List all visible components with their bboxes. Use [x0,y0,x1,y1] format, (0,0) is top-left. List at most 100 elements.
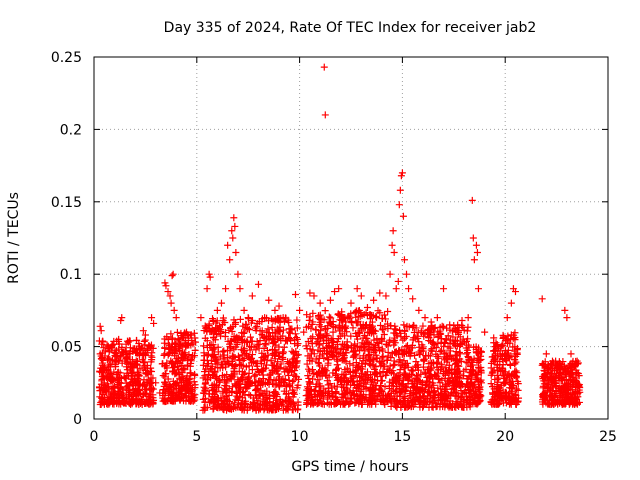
data-point [209,317,217,325]
data-point [226,256,234,264]
data-point [99,338,107,346]
data-point [539,375,547,383]
data-point [217,332,225,340]
data-point [398,169,406,177]
data-point [114,390,122,398]
y-tick-label: 0.2 [60,122,82,138]
data-point [507,361,515,369]
data-point [324,359,332,367]
y-tick-label: 0.1 [60,267,82,283]
data-point [415,338,423,346]
data-point [513,349,521,357]
data-point [141,341,149,349]
data-point [175,394,183,402]
data-point [123,366,131,374]
data-point [370,344,378,352]
data-point [575,386,583,394]
data-point [438,322,446,330]
data-point [386,362,394,370]
data-point [370,345,378,353]
data-point [572,366,580,374]
data-point [362,384,370,392]
data-point [368,384,376,392]
data-point [143,395,151,403]
data-point [180,383,188,391]
data-point [352,350,360,358]
data-point [446,347,454,355]
data-point [469,366,477,374]
data-point [434,340,442,348]
data-point [452,400,460,408]
data-point [185,379,193,387]
data-point [507,381,515,389]
data-point [284,360,292,368]
data-point [433,353,441,361]
data-point [350,391,358,399]
data-point [245,391,253,399]
data-point [343,328,351,336]
data-point [247,319,255,327]
data-point [303,360,311,368]
data-point [294,351,302,359]
data-point [371,395,379,403]
data-point [258,367,266,375]
data-point [449,339,457,347]
data-point [501,379,509,387]
data-point [451,360,459,368]
data-point [247,359,255,367]
data-point [141,399,149,407]
data-point [405,285,413,293]
x-tick-label: 0 [90,429,99,445]
data-point [97,327,105,335]
data-point [214,404,222,412]
data-point [561,306,569,314]
data-point [255,340,263,348]
data-point [261,339,269,347]
data-point [224,241,232,249]
data-point [114,369,122,377]
data-point [286,382,294,390]
data-point [420,355,428,363]
data-point [394,379,402,387]
data-point [222,388,230,396]
data-point [427,364,435,372]
data-point [474,399,482,407]
data-point [204,376,212,384]
data-point [258,379,266,387]
data-point [468,196,476,204]
data-point [334,364,342,372]
data-point [425,383,433,391]
data-point [169,377,177,385]
data-point [269,339,277,347]
data-point [164,387,172,395]
data-point [399,336,407,344]
data-point [109,374,117,382]
data-point [377,372,385,380]
data-point [306,380,314,388]
data-point [329,328,337,336]
data-point [349,387,357,395]
data-point [391,348,399,356]
data-point [368,396,376,404]
data-point [121,357,129,365]
data-point [104,354,112,362]
data-point [289,355,297,363]
data-point [187,369,195,377]
data-point [294,398,302,406]
data-point [371,347,379,355]
data-point [123,350,131,358]
data-point [307,350,315,358]
data-point [197,314,205,322]
data-point [108,341,116,349]
data-point [561,383,569,391]
data-point [375,389,383,397]
data-point [504,332,512,340]
data-point [438,390,446,398]
data-point [162,362,170,370]
grid-lines [94,57,608,419]
data-point [427,346,435,354]
data-point [327,344,335,352]
data-point [315,354,323,362]
data-point [538,295,546,303]
